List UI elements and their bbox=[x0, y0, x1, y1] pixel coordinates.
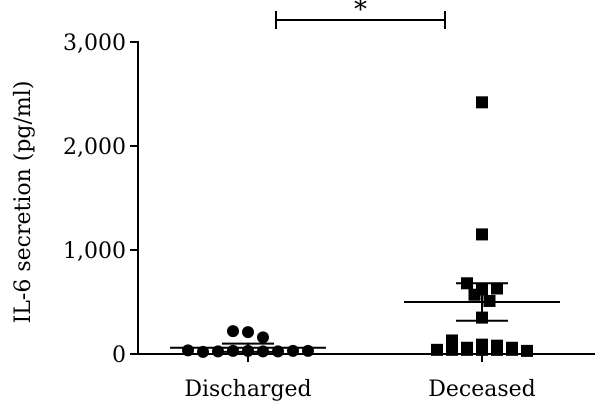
data-point bbox=[182, 344, 194, 357]
y-axis: 0 1,000 2,000 3,000 bbox=[63, 31, 139, 368]
x-tick-label: Discharged bbox=[184, 377, 311, 402]
data-point bbox=[491, 343, 503, 356]
data-point bbox=[227, 325, 239, 338]
significance-bracket: * bbox=[275, 0, 446, 29]
data-point bbox=[287, 344, 299, 357]
data-point bbox=[461, 343, 473, 356]
data-point bbox=[476, 343, 488, 356]
data-point bbox=[506, 343, 518, 356]
data-point bbox=[197, 345, 209, 358]
data-point bbox=[257, 331, 269, 344]
x-axis: Discharged Deceased bbox=[138, 353, 595, 402]
data-point bbox=[521, 344, 533, 357]
data-point bbox=[468, 288, 481, 301]
x-tick-label: Deceased bbox=[428, 377, 536, 402]
y-axis-title: IL-6 secretion (pg/ml) bbox=[11, 81, 36, 324]
y-tick-label: 0 bbox=[112, 343, 126, 368]
significance-label: * bbox=[354, 0, 367, 25]
data-point bbox=[302, 344, 314, 357]
data-point bbox=[491, 282, 503, 295]
y-tick-label: 1,000 bbox=[63, 239, 126, 264]
y-tick-label: 3,000 bbox=[63, 31, 126, 56]
data-point bbox=[446, 343, 458, 356]
data-point bbox=[227, 344, 239, 357]
y-tick-label: 2,000 bbox=[63, 135, 126, 160]
summary-lines bbox=[170, 282, 560, 353]
data-point bbox=[476, 96, 488, 109]
data-point bbox=[483, 294, 496, 307]
data-points bbox=[182, 96, 533, 358]
data-point bbox=[431, 343, 443, 356]
data-point bbox=[446, 334, 458, 347]
data-point bbox=[242, 326, 254, 339]
data-point bbox=[476, 228, 488, 241]
